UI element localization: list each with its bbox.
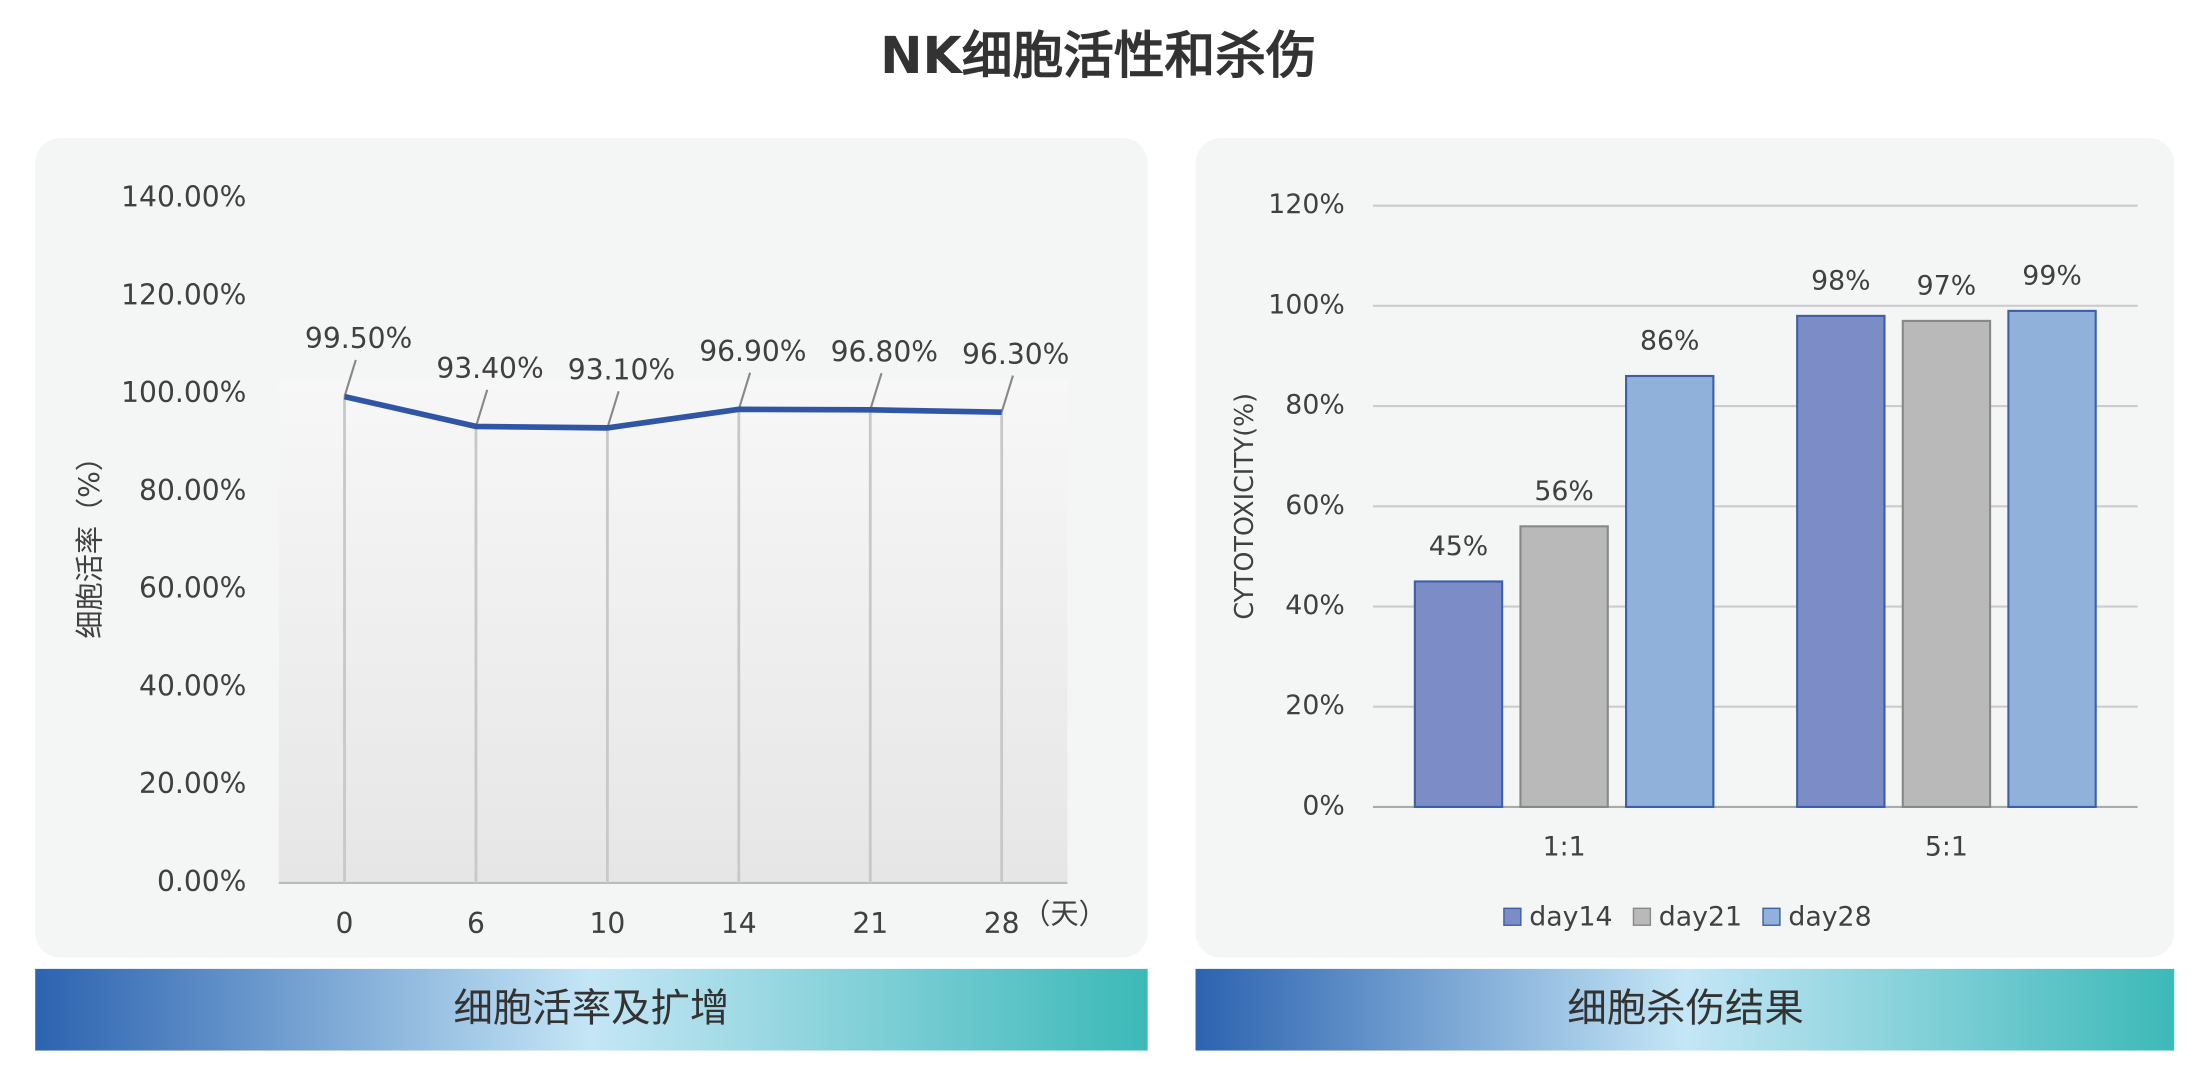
data-label: 86% <box>1640 326 1699 357</box>
legend-swatch <box>1503 907 1522 926</box>
x-tick-label: 21 <box>852 907 888 940</box>
y-tick-label: 80.00% <box>139 474 246 507</box>
data-label: 96.30% <box>962 338 1069 371</box>
data-label: 45% <box>1429 531 1488 562</box>
data-label: 56% <box>1534 476 1593 507</box>
bar <box>1519 525 1609 808</box>
bar <box>2007 309 2097 808</box>
y-tick-label: 100.00% <box>121 376 246 409</box>
y-tick-label: 100% <box>1268 289 1344 320</box>
x-tick-label: 14 <box>721 907 757 940</box>
legend-label: day28 <box>1788 902 1871 933</box>
y-tick-label: 60% <box>1285 490 1344 521</box>
leader-line <box>343 359 357 397</box>
data-label: 98% <box>1811 266 1870 297</box>
banner <box>35 968 1148 1051</box>
leader-line <box>606 390 620 429</box>
legend-swatch <box>1762 907 1781 926</box>
banner-text: 细胞活率及扩增 <box>453 986 729 1032</box>
data-label: 97% <box>1917 271 1976 302</box>
banner <box>1195 968 2175 1051</box>
leader-line <box>737 372 752 410</box>
data-label: 93.10% <box>568 354 675 387</box>
legend-label: day21 <box>1659 902 1742 933</box>
leader-line <box>1000 375 1014 413</box>
page-title: NK细胞活性和杀伤 <box>880 26 1317 85</box>
y-axis-label: 细胞活率（%） <box>74 443 107 639</box>
x-unit: （天） <box>1022 897 1106 930</box>
x-tick-label: 5:1 <box>1925 831 1968 862</box>
y-tick-label: 0.00% <box>157 865 246 898</box>
y-tick-label: 60.00% <box>139 572 246 605</box>
leader-line <box>474 389 489 427</box>
y-tick-label: 40.00% <box>139 669 246 702</box>
y-tick-label: 120.00% <box>121 278 246 311</box>
y-tick-label: 20.00% <box>139 767 246 800</box>
y-tick-label: 120% <box>1268 189 1344 220</box>
leader-line <box>869 372 883 411</box>
x-tick-label: 28 <box>984 907 1020 940</box>
y-tick-label: 40% <box>1285 590 1344 621</box>
banner-text: 细胞杀伤结果 <box>1567 986 1803 1032</box>
x-tick-label: 1:1 <box>1543 831 1586 862</box>
data-label: 96.90% <box>699 335 806 368</box>
data-label: 96.80% <box>831 335 938 368</box>
bar <box>1796 314 1886 808</box>
x-tick-label: 6 <box>467 907 485 940</box>
data-label: 99% <box>2022 261 2081 292</box>
plot-background <box>278 380 1068 883</box>
x-tick-label: 0 <box>336 907 354 940</box>
bar <box>1901 319 1992 808</box>
y-tick-label: 80% <box>1285 390 1344 421</box>
x-tick-label: 10 <box>589 907 625 940</box>
y-tick-label: 0% <box>1302 790 1344 821</box>
y-tick-label: 140.00% <box>121 181 246 214</box>
data-label: 93.40% <box>436 352 543 385</box>
data-label: 99.50% <box>305 322 412 355</box>
bar <box>1625 374 1715 808</box>
data-line <box>343 393 1002 431</box>
legend-swatch <box>1632 907 1652 926</box>
y-tick-label: 20% <box>1285 690 1344 721</box>
bar <box>1413 580 1504 808</box>
legend-label: day14 <box>1529 902 1612 933</box>
y-axis-label: CYTOTOXICITY(%) <box>1229 393 1259 620</box>
